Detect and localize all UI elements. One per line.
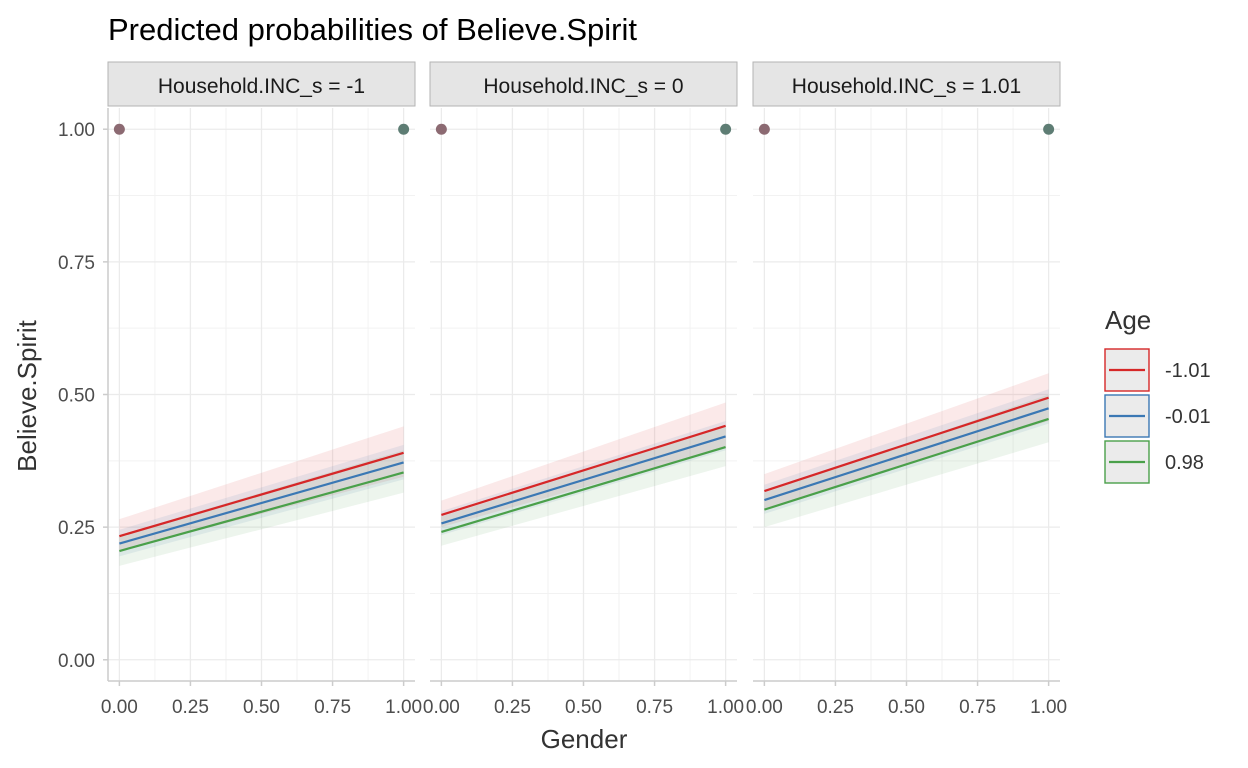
x-tick-label: 0.00	[746, 697, 783, 718]
chart-panels: Household.INC_s = -1 0.00 0.25 0.50 0.75 1.00…	[101, 61, 1067, 718]
series-line--1.01	[764, 396, 1049, 493]
series-line--0.01	[119, 461, 404, 545]
facet-strip-label: Household.INC_s = 0	[483, 75, 683, 98]
legend-label: -0.01	[1165, 406, 1211, 428]
y-tick-label: 1.00	[58, 120, 95, 141]
confidence-band--1.01	[119, 426, 404, 552]
data-point	[758, 123, 770, 135]
x-tick-label: 0.25	[494, 697, 531, 718]
data-point	[398, 123, 410, 135]
x-tick-label: 0.25	[172, 697, 209, 718]
confidence-band-0.98	[764, 394, 1049, 528]
legend: Age -1.01 -0.01 0.98	[1104, 305, 1211, 484]
y-tick-label: 0.25	[58, 518, 95, 539]
x-tick-label: 1.00	[1030, 697, 1067, 718]
facet-strip	[752, 61, 1061, 107]
panel-2: Household.INC_s = 0 0.00 0.25 0.50 0.75 1.00	[423, 61, 744, 718]
series-line--0.01	[441, 435, 726, 525]
data-point	[720, 123, 732, 135]
series-line-0.98	[119, 471, 404, 553]
confidence-band-0.98	[119, 450, 404, 566]
series-line-0.98	[441, 445, 726, 533]
x-tick-label: 0.00	[423, 697, 460, 718]
x-tick-label: 0.75	[314, 697, 351, 718]
x-tick-label: 0.50	[565, 697, 602, 718]
facet-strip	[429, 61, 738, 107]
x-tick-label: 0.75	[636, 697, 673, 718]
y-axis: 0.00 0.25 0.50 0.75 1.00	[58, 108, 109, 681]
facet-strip-label: Household.INC_s = -1	[158, 75, 365, 98]
y-tick-label: 0.75	[58, 253, 95, 274]
facet-strip	[107, 61, 416, 107]
confidence-band--0.01	[441, 421, 726, 536]
x-tick-label: 0.00	[101, 697, 138, 718]
y-tick-label: 0.50	[58, 386, 95, 407]
x-tick-label: 0.50	[243, 697, 280, 718]
panel-3: Household.INC_s = 1.01 0.00 0.25 0.50 0.75 1.…	[746, 61, 1067, 718]
data-point	[435, 123, 447, 135]
panel-1: Household.INC_s = -1 0.00 0.25 0.50 0.75 1.00	[101, 61, 422, 718]
x-tick-label: 0.25	[817, 697, 854, 718]
x-tick-label: 0.75	[959, 697, 996, 718]
series-line--1.01	[441, 424, 726, 516]
x-tick-label: 1.00	[385, 697, 422, 718]
confidence-band--1.01	[764, 373, 1049, 509]
chart-title: Predicted probabilities of Believe.Spiri…	[108, 12, 637, 47]
data-point	[1043, 123, 1055, 135]
legend-label: 0.98	[1165, 452, 1204, 474]
x-tick-label: 1.00	[707, 697, 744, 718]
x-tick-label: 0.50	[888, 697, 925, 718]
legend-title: Age	[1105, 305, 1151, 335]
confidence-band--1.01	[441, 402, 726, 528]
x-axis-title: Gender	[541, 724, 628, 754]
y-tick-label: 0.00	[58, 651, 95, 672]
data-point	[113, 123, 125, 135]
confidence-band-0.98	[441, 426, 726, 546]
facet-strip-label: Household.INC_s = 1.01	[792, 75, 1021, 98]
series-line--1.01	[119, 451, 404, 538]
series-line--0.01	[764, 407, 1049, 502]
series-line-0.98	[764, 417, 1049, 511]
legend-label: -1.01	[1165, 360, 1211, 382]
y-axis-title: Believe.Spirit	[12, 319, 42, 472]
